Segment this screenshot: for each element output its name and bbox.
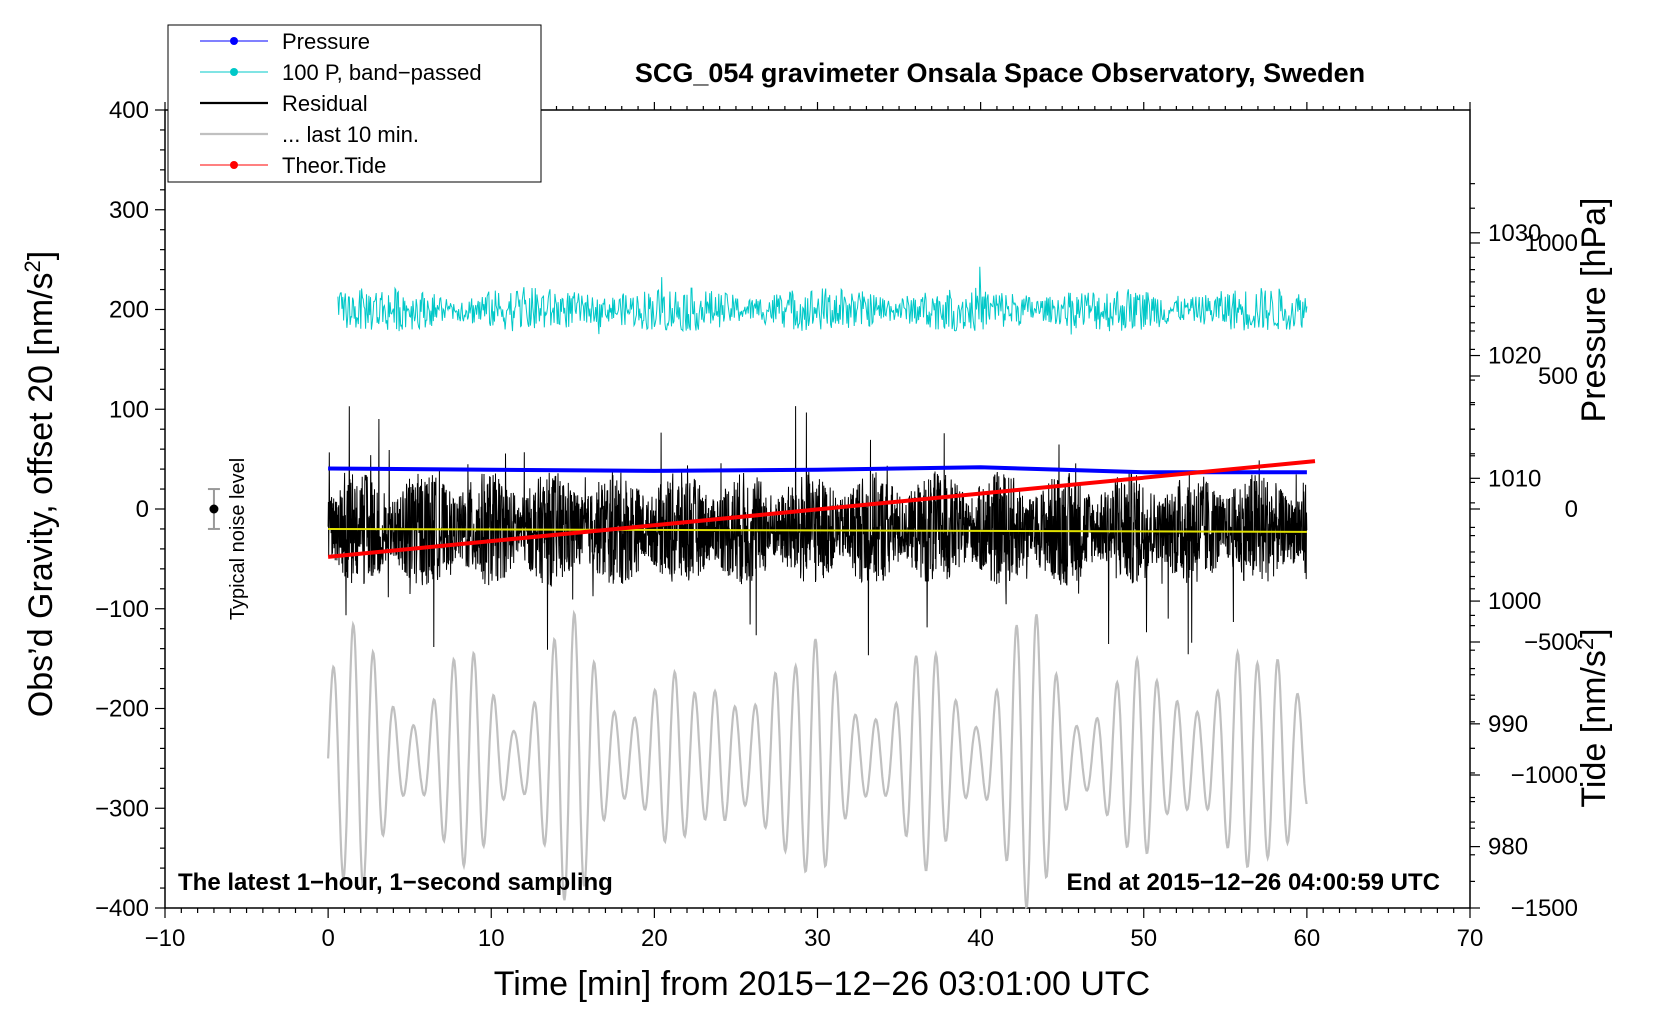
y-tick-label: −100 bbox=[95, 596, 149, 623]
tide-axis-label-text: Tide [nm/s bbox=[1575, 650, 1613, 807]
tide-tick-label: 1000 bbox=[1525, 230, 1578, 257]
y-axis-label-close: ] bbox=[22, 251, 60, 260]
y-axis-label: Obs’d Gravity, offset 20 [nm/s2] bbox=[20, 251, 60, 717]
x-tick-label: 40 bbox=[967, 925, 994, 952]
y-tick-label: 100 bbox=[109, 396, 149, 423]
legend-label: ... last 10 min. bbox=[282, 122, 419, 147]
tide-tick-label: −500 bbox=[1524, 629, 1578, 656]
y-tick-label: 0 bbox=[136, 496, 149, 523]
x-tick-label: 0 bbox=[321, 925, 334, 952]
noise-bar-point bbox=[209, 504, 219, 514]
y-tick-label: 400 bbox=[109, 97, 149, 124]
tide-axis-label: Tide [nm/s2] bbox=[1573, 628, 1613, 807]
legend-swatch-marker bbox=[230, 161, 238, 169]
x-tick-label: −10 bbox=[145, 925, 186, 952]
pressure-tick-label: 1030 bbox=[1488, 220, 1541, 247]
tide-tick-label: 500 bbox=[1538, 363, 1578, 390]
tide-axis-label-close: ] bbox=[1575, 628, 1613, 637]
y-axis-label-text: Obs’d Gravity, offset 20 [nm/s bbox=[22, 273, 60, 718]
series-residual bbox=[327, 406, 1308, 656]
y-axis-label-superscript: 2 bbox=[20, 260, 45, 272]
x-tick-label: 30 bbox=[804, 925, 831, 952]
y-tick-label: 300 bbox=[109, 197, 149, 224]
y-tick-label: −300 bbox=[95, 795, 149, 822]
annotation-end-time: End at 2015−12−26 04:00:59 UTC bbox=[1066, 869, 1440, 896]
series-pressure bbox=[328, 465, 1307, 475]
legend-label: Residual bbox=[282, 91, 368, 116]
series-residual-mean bbox=[328, 528, 1307, 533]
y-tick-label: 200 bbox=[109, 297, 149, 324]
series-theoretical-tide bbox=[327, 459, 1316, 559]
x-tick-label: 70 bbox=[1457, 925, 1484, 952]
series-layer bbox=[327, 266, 1316, 910]
x-tick-label: 10 bbox=[478, 925, 505, 952]
y-tick-label: −400 bbox=[95, 895, 149, 922]
noise-level-label: Typical noise level bbox=[227, 458, 249, 620]
x-axis-label: Time [min] from 2015−12−26 03:01:00 UTC bbox=[494, 965, 1150, 1003]
legend: Pressure 100 P, band−passed Residual ... la… bbox=[167, 24, 542, 183]
pressure-tick-label: 1020 bbox=[1488, 343, 1541, 370]
pressure-axis-ticks: 1030 1020 1010 1000 990 980 bbox=[1470, 183, 1541, 861]
x-tick-label: 20 bbox=[641, 925, 668, 952]
legend-label: 100 P, band−passed bbox=[282, 60, 482, 85]
annotation-latest-hour: The latest 1−hour, 1−second sampling bbox=[178, 869, 613, 896]
noise-level-indicator bbox=[207, 488, 220, 530]
tide-axis-ticks: 1000 500 0 −500 −1000 −1500 bbox=[1470, 230, 1578, 922]
pressure-axis-label: Pressure [hPa] bbox=[1575, 198, 1613, 423]
tide-tick-label: −1000 bbox=[1511, 762, 1578, 789]
pressure-tick-label: 980 bbox=[1488, 834, 1528, 861]
y-axis-ticks: 400 300 200 100 0 −100 −200 −300 −400 bbox=[95, 97, 165, 922]
x-tick-label: 60 bbox=[1294, 925, 1321, 952]
legend-label: Theor.Tide bbox=[282, 153, 386, 178]
pressure-tick-label: 1000 bbox=[1488, 588, 1541, 615]
legend-label: Pressure bbox=[282, 29, 370, 54]
legend-swatch-marker bbox=[230, 68, 238, 76]
series-last-10-min bbox=[327, 609, 1308, 910]
y-tick-label: −200 bbox=[95, 696, 149, 723]
series-band-passed-pressure bbox=[337, 266, 1308, 335]
legend-swatch-marker bbox=[230, 37, 238, 45]
tide-tick-label: 0 bbox=[1565, 496, 1578, 523]
chart-title: SCG_054 gravimeter Onsala Space Observat… bbox=[635, 58, 1365, 88]
tide-tick-label: −1500 bbox=[1511, 895, 1578, 922]
pressure-tick-label: 990 bbox=[1488, 711, 1528, 738]
tide-axis-label-superscript: 2 bbox=[1573, 638, 1598, 650]
x-axis-ticks: −10 0 10 20 30 40 50 60 70 bbox=[145, 102, 1484, 952]
pressure-tick-label: 1010 bbox=[1488, 465, 1541, 492]
x-tick-label: 50 bbox=[1130, 925, 1157, 952]
